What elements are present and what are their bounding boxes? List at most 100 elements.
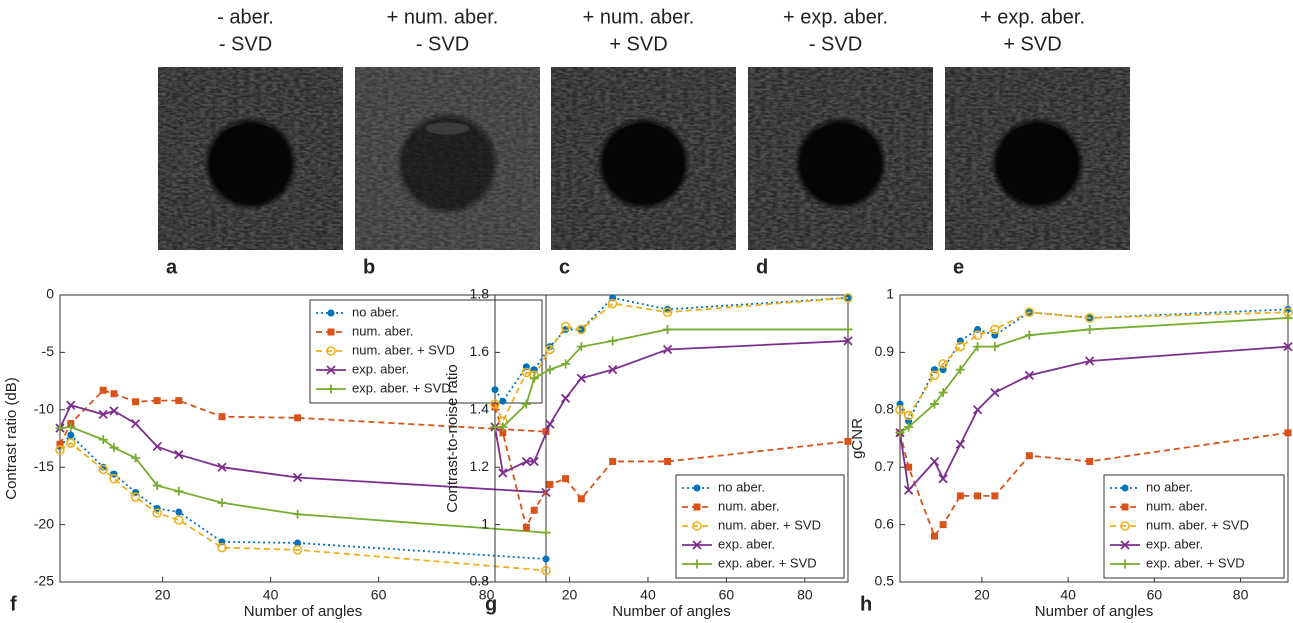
- marker: [903, 410, 914, 421]
- legend-label: num. aber.: [718, 498, 779, 513]
- cyst: [203, 116, 298, 211]
- panel-letter: a: [166, 256, 178, 278]
- legend-label: exp. aber.: [1146, 536, 1203, 551]
- legend-label: exp. aber.: [352, 361, 409, 376]
- panel-title: + num. aber.: [583, 6, 695, 28]
- marker: [110, 390, 118, 398]
- panel-title: - SVD: [809, 33, 862, 55]
- marker: [499, 429, 507, 437]
- marker: [1284, 429, 1292, 437]
- marker: [292, 545, 303, 555]
- cyst: [793, 116, 888, 211]
- marker: [541, 565, 551, 576]
- panel-title: - SVD: [219, 33, 272, 55]
- marker: [294, 539, 302, 547]
- marker: [956, 492, 964, 500]
- axes-box: [59, 294, 547, 583]
- legend-label: exp. aber. + SVD: [1146, 555, 1245, 570]
- series-line: [899, 317, 1289, 434]
- marker: [938, 359, 948, 369]
- x-tick-label: 60: [1147, 587, 1163, 603]
- x-tick-label: 40: [1060, 587, 1076, 603]
- legend-label: num. aber. + SVD: [1146, 517, 1249, 532]
- panel-title: + num. aber.: [387, 6, 499, 28]
- marker: [545, 344, 555, 355]
- x-axis-label: Number of angles: [612, 603, 730, 620]
- y-tick-label: 0.5: [875, 573, 895, 589]
- marker: [939, 521, 947, 529]
- panel-title: + SVD: [609, 33, 667, 55]
- series-line: [59, 389, 547, 445]
- y-tick-label: -10: [34, 401, 54, 417]
- marker: [990, 387, 1000, 398]
- marker: [131, 453, 141, 463]
- y-axis-label: Contrast ratio (dB): [3, 377, 20, 500]
- ultrasound-image: [945, 67, 1130, 250]
- y-axis-label: Contrast-to-noise ratio: [444, 364, 461, 512]
- marker: [974, 492, 982, 500]
- cyst: [596, 116, 691, 211]
- marker: [217, 462, 227, 472]
- marker: [955, 341, 966, 352]
- marker: [130, 492, 141, 502]
- marker: [560, 321, 571, 332]
- marker: [930, 532, 938, 540]
- marker: [1283, 342, 1293, 352]
- legend-label: no aber.: [352, 304, 399, 319]
- panel-letter: f: [10, 593, 17, 615]
- x-tick-label: 20: [562, 587, 578, 603]
- series-line: [899, 431, 1289, 538]
- marker: [98, 435, 108, 445]
- marker: [929, 399, 939, 409]
- x-axis-label: Number of angles: [1035, 603, 1153, 620]
- marker: [132, 398, 140, 406]
- y-tick-label: 1.4: [470, 401, 490, 417]
- marker: [175, 397, 183, 405]
- ultrasound-image: [551, 67, 736, 250]
- y-tick-label: 0.8: [470, 573, 490, 589]
- marker: [895, 404, 905, 415]
- marker: [498, 422, 508, 432]
- marker: [577, 495, 585, 503]
- series-line: [59, 441, 547, 572]
- marker: [326, 346, 336, 356]
- legend: no aber. num. aber. num. aber. + SVD exp. a…: [309, 299, 543, 404]
- ultrasound-image: [158, 67, 343, 250]
- marker: [174, 486, 184, 496]
- marker: [562, 475, 570, 483]
- marker: [153, 397, 161, 405]
- marker: [490, 399, 500, 409]
- marker: [491, 403, 499, 411]
- marker: [663, 324, 673, 334]
- marker: [521, 456, 532, 467]
- marker: [1120, 521, 1130, 531]
- series-line: [899, 311, 1289, 417]
- legend-label: num. aber.: [352, 323, 413, 338]
- marker: [326, 384, 336, 394]
- series-line: [59, 433, 547, 560]
- marker: [972, 330, 983, 340]
- marker: [293, 509, 303, 519]
- marker: [152, 441, 162, 452]
- marker: [692, 540, 702, 550]
- marker: [152, 508, 162, 518]
- legend-label: num. aber. + SVD: [718, 517, 821, 532]
- marker: [55, 445, 65, 455]
- y-tick-label: -20: [34, 515, 54, 531]
- x-tick-label: 20: [974, 587, 990, 603]
- x-tick-label: 60: [371, 587, 387, 603]
- cyst: [395, 111, 500, 216]
- marker: [692, 559, 702, 569]
- marker: [66, 422, 76, 432]
- marker: [662, 307, 673, 318]
- marker: [938, 388, 948, 398]
- y-tick-label: -15: [34, 458, 54, 474]
- x-axis-label: Number of angles: [244, 603, 362, 620]
- marker: [545, 419, 555, 429]
- marker: [955, 439, 965, 449]
- series-line: [899, 308, 1289, 424]
- marker: [972, 405, 983, 415]
- series-line: [59, 426, 547, 534]
- marker: [542, 555, 550, 563]
